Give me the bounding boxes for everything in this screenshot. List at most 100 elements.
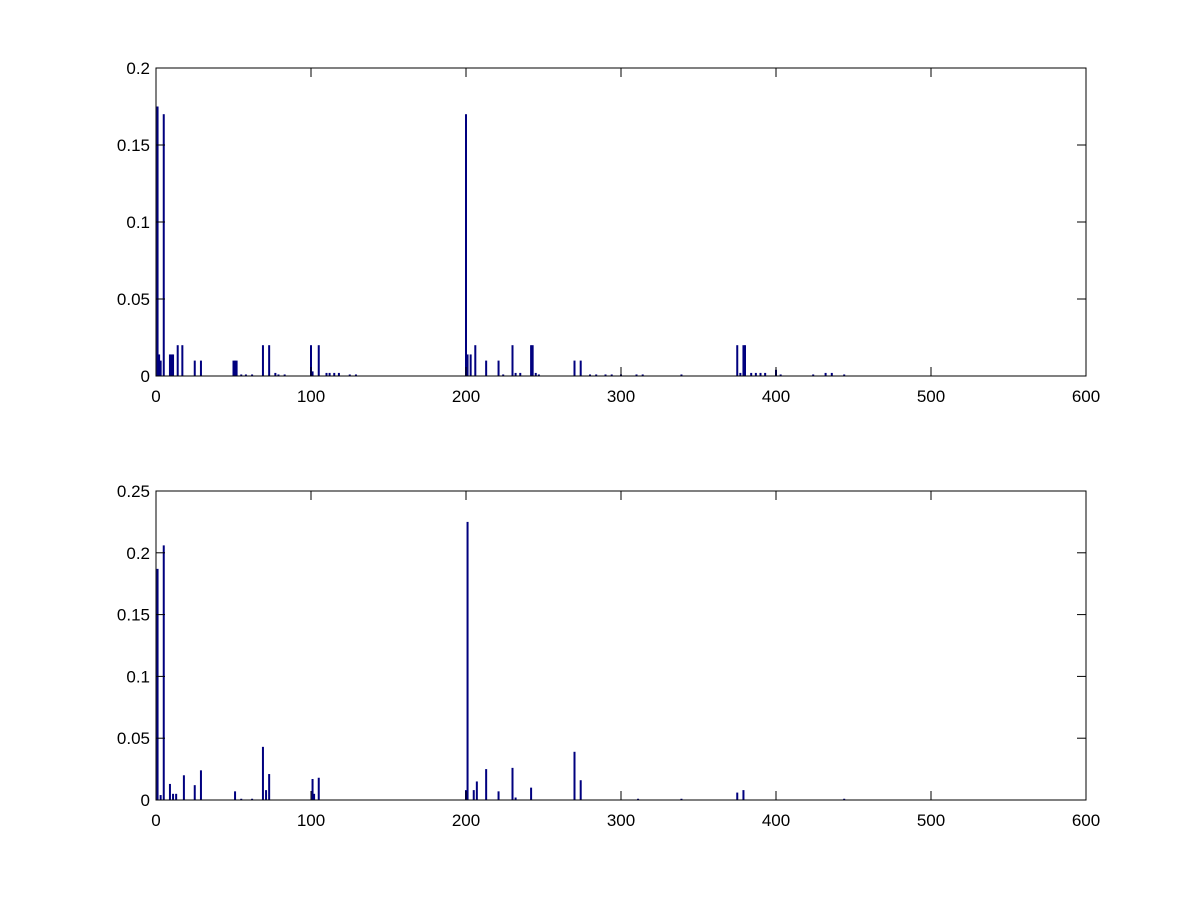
bar: [328, 372, 331, 376]
bar: [182, 775, 185, 800]
bar: [475, 781, 478, 800]
x-tick-label: 200: [452, 811, 480, 830]
bar: [519, 372, 522, 376]
x-tick-label: 300: [607, 811, 635, 830]
bar: [337, 372, 340, 376]
bar: [680, 374, 683, 376]
bar: [469, 354, 472, 376]
bar: [514, 797, 517, 800]
bar: [168, 354, 171, 376]
bar: [268, 774, 271, 800]
x-tick-label: 0: [151, 387, 160, 406]
bar: [530, 345, 533, 376]
bar: [158, 354, 161, 376]
x-tick-label: 100: [297, 387, 325, 406]
bar: [193, 785, 196, 800]
bar: [485, 769, 488, 800]
bar: [181, 345, 184, 376]
bar: [261, 746, 264, 800]
bar: [235, 360, 238, 376]
y-tick-label: 0: [141, 791, 150, 810]
bar: [162, 114, 165, 376]
bar: [170, 354, 173, 376]
bar: [514, 372, 517, 376]
bar: [311, 371, 314, 376]
y-tick-label: 0.2: [126, 544, 150, 563]
x-tick-label: 200: [452, 387, 480, 406]
bar: [261, 345, 264, 376]
plot-area: [156, 491, 1086, 800]
bar: [251, 798, 254, 800]
bar: [311, 778, 314, 800]
bar: [530, 787, 533, 800]
y-tick-label: 0.15: [117, 136, 150, 155]
bar: [159, 795, 162, 800]
bar: [472, 790, 475, 800]
plot-area: [156, 68, 1086, 376]
bar: [635, 374, 638, 376]
bar: [310, 345, 312, 376]
bar: [579, 360, 582, 376]
bar: [573, 751, 576, 800]
y-tick-label: 0.1: [126, 213, 150, 232]
bar: [742, 790, 745, 800]
bar: [843, 374, 846, 376]
bar: [511, 345, 514, 376]
bar: [240, 374, 243, 376]
bar: [485, 360, 488, 376]
bar: [317, 777, 320, 800]
bar: [637, 798, 640, 800]
x-tick-label: 600: [1072, 387, 1100, 406]
bar: [168, 783, 171, 800]
bar: [764, 372, 767, 376]
x-tick-label: 400: [762, 811, 790, 830]
bar: [754, 372, 757, 376]
bar: [843, 798, 846, 800]
bar: [466, 521, 469, 800]
bar: [742, 345, 745, 376]
y-tick-label: 0.05: [117, 290, 150, 309]
bar: [199, 770, 202, 800]
bar: [244, 374, 247, 376]
bar: [354, 374, 357, 376]
bar: [234, 360, 237, 376]
bar: [474, 345, 477, 376]
bar: [610, 374, 613, 376]
bar: [268, 345, 271, 376]
bar: [317, 345, 320, 376]
bar: [172, 793, 175, 800]
bar: [159, 360, 162, 376]
y-tick-label: 0.1: [126, 667, 150, 686]
bar: [325, 372, 328, 376]
y-tick-label: 0.05: [117, 729, 150, 748]
x-tick-label: 500: [917, 387, 945, 406]
bar: [240, 798, 243, 800]
bar: [736, 792, 739, 800]
bar: [251, 374, 254, 376]
bar: [162, 545, 165, 800]
bar: [175, 793, 178, 800]
bar: [234, 791, 237, 800]
y-tick-label: 0: [141, 367, 150, 386]
bar: [641, 374, 644, 376]
bar: [744, 345, 746, 376]
bar: [466, 354, 469, 376]
bar: [579, 780, 582, 800]
bar: [736, 345, 739, 376]
bar: [534, 372, 537, 376]
bar: [156, 568, 159, 800]
bar: [750, 372, 753, 376]
bar: [313, 793, 316, 800]
y-tick-label: 0.15: [117, 606, 150, 625]
bar: [812, 374, 815, 376]
x-tick-label: 0: [151, 811, 160, 830]
x-tick-label: 100: [297, 811, 325, 830]
bar: [680, 798, 683, 800]
bar: [176, 345, 179, 376]
bar: [779, 374, 782, 376]
bar: [156, 106, 159, 376]
bar: [333, 372, 336, 376]
bar: [348, 374, 351, 376]
